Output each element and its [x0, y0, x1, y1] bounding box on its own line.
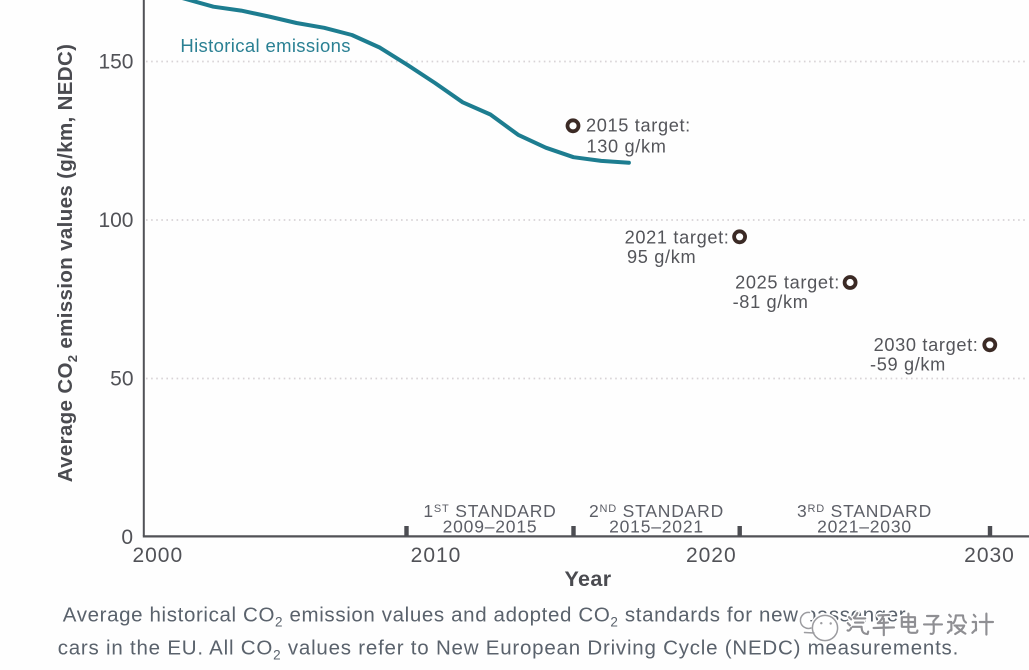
svg-text:2009–2015: 2009–2015	[443, 517, 538, 537]
svg-text:2000: 2000	[132, 544, 183, 567]
svg-text:3RD STANDARD: 3RD STANDARD	[797, 501, 932, 521]
svg-text:0: 0	[121, 526, 133, 549]
svg-text:Year: Year	[564, 567, 611, 591]
svg-text:95 g/km: 95 g/km	[627, 247, 696, 267]
svg-text:Historical emissions: Historical emissions	[180, 35, 350, 56]
svg-text:130 g/km: 130 g/km	[587, 137, 667, 157]
svg-text:2ND STANDARD: 2ND STANDARD	[589, 501, 724, 521]
svg-text:2015–2021: 2015–2021	[609, 517, 704, 537]
svg-text:50: 50	[110, 368, 133, 391]
svg-text:2015 target:: 2015 target:	[586, 116, 691, 136]
svg-text:-59 g/km: -59 g/km	[870, 355, 946, 375]
svg-text:2010: 2010	[411, 544, 462, 567]
svg-text:-81 g/km: -81 g/km	[733, 292, 809, 312]
svg-text:2025 target:: 2025 target:	[735, 273, 840, 293]
svg-text:2021 target:: 2021 target:	[625, 227, 730, 247]
svg-text:1ST STANDARD: 1ST STANDARD	[423, 501, 556, 521]
svg-text:Average historical CO2 emissio: Average historical CO2 emission values a…	[63, 604, 906, 630]
svg-text:2030 target:: 2030 target:	[874, 335, 979, 355]
svg-text:2030: 2030	[964, 544, 1015, 567]
svg-text:2021–2030: 2021–2030	[817, 517, 912, 537]
svg-text:Average CO2 emission values (g: Average CO2 emission values (g/km, NEDC)	[54, 44, 80, 483]
svg-text:100: 100	[98, 209, 133, 232]
svg-text:150: 150	[98, 51, 133, 74]
svg-text:2020: 2020	[686, 544, 737, 567]
svg-text:cars in the EU. All CO2 values: cars in the EU. All CO2 values refer to …	[58, 637, 959, 663]
